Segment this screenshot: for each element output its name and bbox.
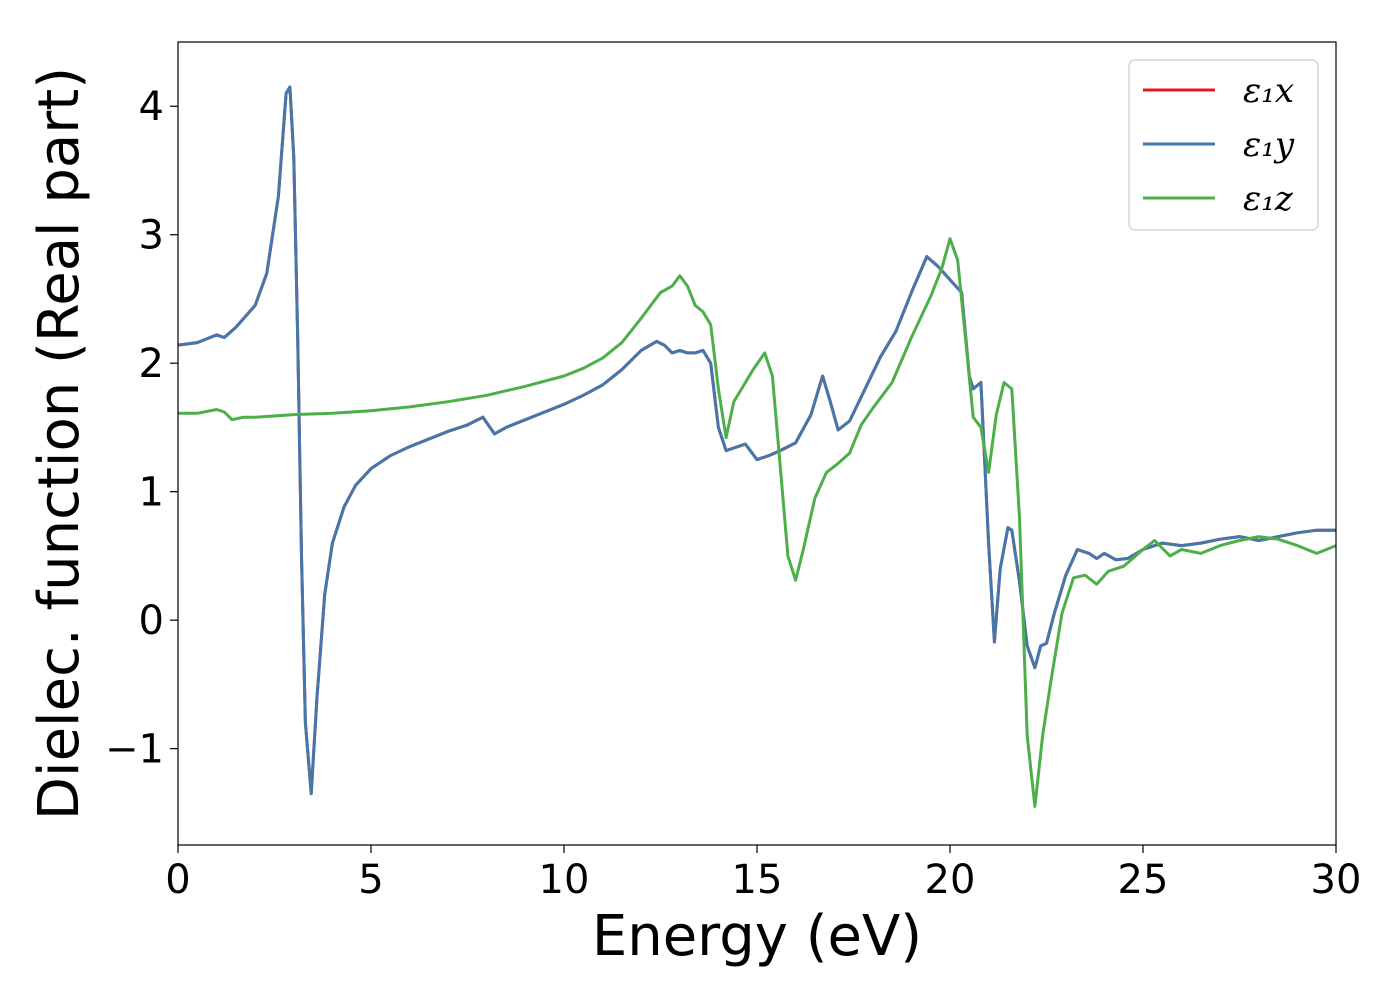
x-tick-label: 15: [732, 857, 783, 903]
x-tick-label: 20: [925, 857, 976, 903]
legend-label: ε₁z: [1243, 179, 1294, 219]
legend-box: [1128, 59, 1319, 231]
legend-label: ε₁y: [1243, 125, 1295, 165]
x-axis-title: Energy (eV): [592, 904, 922, 969]
y-tick-label: −1: [105, 727, 164, 773]
x-tick-label: 5: [358, 857, 383, 903]
legend-label: ε₁x: [1243, 71, 1294, 111]
x-tick-label: 30: [1311, 857, 1362, 903]
y-tick-label: 2: [139, 341, 164, 387]
y-axis: −1 0 1 2 3 4: [105, 84, 178, 773]
x-tick-label: 25: [1118, 857, 1169, 903]
y-tick-label: 4: [139, 84, 164, 130]
series-line-3: [178, 237, 1336, 808]
legend: ε₁x ε₁y ε₁z: [1128, 59, 1319, 231]
y-tick-label: 0: [139, 598, 164, 644]
y-tick-label: 1: [139, 470, 164, 516]
x-tick-label: 10: [539, 857, 590, 903]
series-line-2: [178, 85, 1336, 796]
x-tick-label: 0: [165, 857, 190, 903]
x-axis: 0 5 10 15 20 25 30: [165, 845, 1361, 903]
y-axis-title: Dielec. function (Real part): [27, 67, 92, 820]
y-tick-label: 3: [139, 213, 164, 259]
